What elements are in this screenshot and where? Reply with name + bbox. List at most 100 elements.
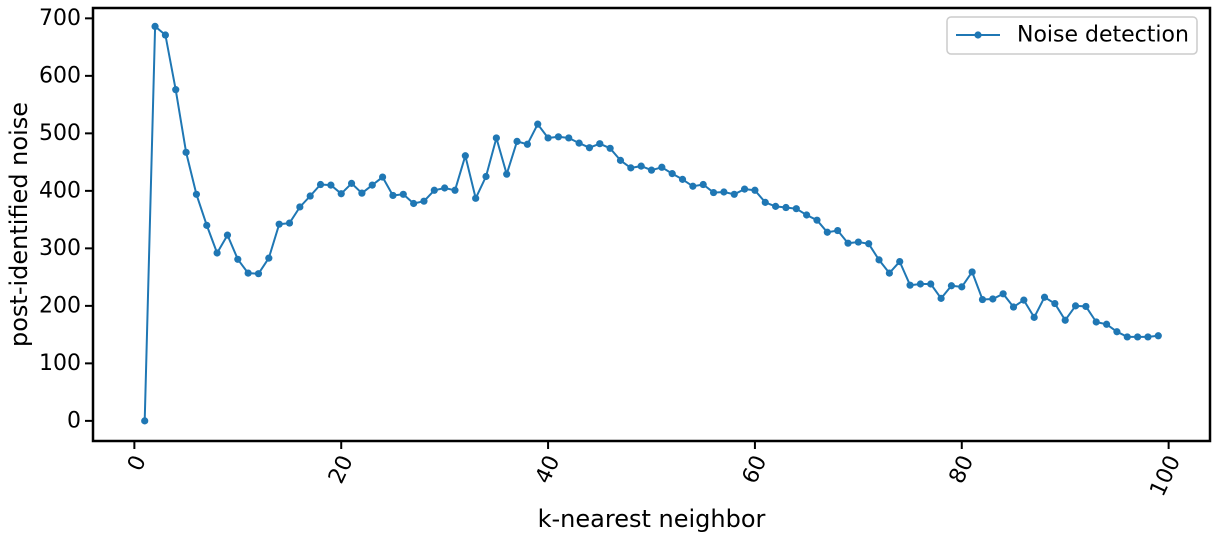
data-point: [1134, 333, 1142, 341]
data-point: [968, 268, 976, 276]
y-tick-label: 100: [39, 351, 81, 376]
data-point: [627, 164, 635, 172]
data-point: [503, 170, 511, 178]
data-point: [1040, 293, 1049, 301]
data-point: [854, 238, 862, 246]
data-point: [916, 280, 925, 288]
data-point: [296, 203, 304, 211]
data-point: [327, 181, 335, 189]
data-point: [1030, 313, 1038, 321]
data-point: [244, 269, 252, 277]
data-point: [1123, 333, 1131, 341]
y-tick-label: 0: [67, 408, 81, 433]
data-point: [844, 239, 852, 247]
data-point: [1092, 318, 1100, 326]
data-point: [772, 202, 780, 210]
data-point: [1113, 328, 1121, 336]
axis-layer: 0 100 200 300 400 500 600 700 0 20 40 60 80 100: [39, 6, 1186, 500]
legend-entry-label: Noise detection: [1017, 23, 1189, 48]
data-point: [637, 162, 645, 170]
data-point: [492, 134, 500, 142]
x-tick-label: 40: [531, 452, 565, 488]
data-point: [141, 417, 149, 425]
data-point: [678, 175, 687, 183]
data-point: [927, 280, 935, 288]
legend-series-marker: [974, 31, 982, 39]
y-tick-label: 400: [39, 178, 81, 203]
x-tick-label: 20: [324, 452, 358, 488]
legend: Noise detection: [946, 16, 1198, 55]
data-point: [740, 185, 749, 193]
legend-box: [946, 16, 1198, 55]
data-point: [523, 140, 531, 148]
data-point: [337, 190, 345, 198]
data-point: [358, 189, 366, 197]
data-point: [668, 170, 676, 178]
y-tick-label: 600: [39, 63, 81, 88]
data-point: [658, 163, 666, 171]
data-point: [906, 281, 914, 289]
data-point: [958, 283, 966, 291]
data-point: [161, 31, 169, 39]
data-point: [761, 198, 769, 206]
data-point: [420, 197, 428, 205]
data-point: [947, 282, 956, 290]
data-point: [182, 148, 190, 156]
data-point: [461, 152, 469, 160]
data-point: [834, 226, 842, 235]
data-point: [616, 156, 625, 164]
plot-frame: [91, 6, 1212, 443]
data-point: [285, 219, 294, 227]
y-axis-label: post-identified noise: [5, 102, 33, 347]
data-point: [265, 254, 273, 262]
data-point: [1102, 320, 1111, 328]
y-tick-label: 200: [39, 293, 81, 318]
data-point: [896, 257, 904, 266]
data-point: [1051, 299, 1059, 308]
data-point: [213, 249, 221, 257]
data-point: [989, 295, 997, 303]
x-tick-label: 80: [945, 452, 979, 488]
series-layer: [141, 22, 1162, 425]
data-point: [234, 255, 242, 263]
data-point: [1144, 333, 1152, 341]
data-point: [1020, 296, 1028, 304]
data-point: [534, 120, 542, 128]
data-point: [1071, 302, 1080, 310]
data-point: [803, 211, 811, 219]
data-point: [1009, 303, 1018, 311]
data-point: [316, 180, 325, 189]
data-point: [885, 269, 893, 277]
x-tick-label: 0: [123, 452, 152, 475]
data-point: [937, 294, 945, 302]
data-point: [606, 144, 614, 152]
data-point: [575, 139, 583, 147]
data-point: [978, 295, 987, 304]
data-point: [513, 137, 521, 146]
data-point: [203, 221, 211, 229]
data-point: [699, 180, 707, 189]
data-point: [368, 181, 376, 189]
x-tick-label: 60: [738, 452, 772, 488]
data-point: [689, 182, 697, 190]
data-point: [192, 190, 201, 198]
data-point: [647, 166, 656, 174]
data-point: [999, 290, 1007, 298]
data-point: [709, 188, 718, 197]
data-point: [813, 216, 821, 224]
data-point: [389, 191, 397, 200]
data-point: [1061, 316, 1069, 324]
y-tick-label: 500: [39, 121, 81, 146]
data-point: [151, 22, 159, 31]
data-point: [430, 186, 438, 194]
data-point: [275, 220, 283, 228]
data-point: [720, 188, 728, 196]
data-point: [865, 240, 873, 248]
data-point: [544, 134, 552, 142]
data-point: [441, 184, 449, 192]
x-axis-label: k-nearest neighbor: [538, 505, 766, 533]
data-point: [472, 194, 480, 202]
data-point: [823, 228, 831, 236]
data-point: [399, 190, 407, 198]
